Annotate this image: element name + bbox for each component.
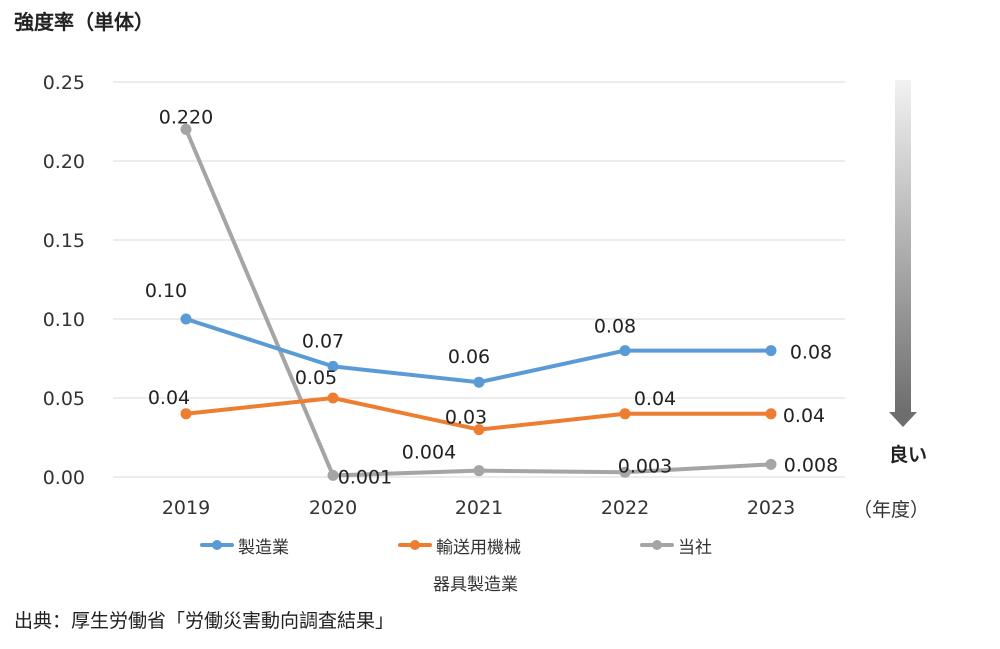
data-labels: 0.10 0.07 0.06 0.08 0.08 0.04 0.05 0.03 0.04 0.04… <box>145 106 838 488</box>
y-tick-label: 0.20 <box>43 151 85 173</box>
legend-swatch-company <box>640 534 674 556</box>
legend-item-manufacturing: 製造業 <box>200 534 289 558</box>
data-label: 0.10 <box>145 280 187 302</box>
data-label: 0.003 <box>618 455 672 477</box>
data-point <box>327 469 339 481</box>
data-point <box>327 392 339 404</box>
legend-item-company: 当社 <box>640 534 712 558</box>
legend-swatch-transport <box>398 534 432 556</box>
data-point <box>473 424 485 436</box>
legend-label-continuation: 器具製造業 <box>433 575 518 595</box>
x-tick-label: 2020 <box>309 497 357 519</box>
data-label: 0.03 <box>445 407 487 429</box>
y-tick-label: 0.10 <box>43 309 85 331</box>
legend-label-transport: 輸送用機械 <box>436 537 521 558</box>
better-label: 良い <box>889 444 928 466</box>
data-point <box>473 376 485 388</box>
y-tick-label: 0.15 <box>43 230 85 252</box>
data-label: 0.04 <box>148 387 190 409</box>
y-tick-label: 0.00 <box>43 467 85 489</box>
data-point <box>619 408 631 420</box>
x-axis-unit: （年度） <box>853 499 930 521</box>
data-point <box>765 458 777 470</box>
data-point <box>619 466 631 478</box>
data-label: 0.06 <box>448 346 490 368</box>
data-point <box>765 408 777 420</box>
x-axis-ticks: 2019 2020 2021 2022 2023 <box>162 497 795 519</box>
data-point <box>619 345 631 357</box>
x-tick-label: 2019 <box>162 497 210 519</box>
y-tick-label: 0.25 <box>43 72 85 94</box>
y-axis-ticks: 0.00 0.05 0.10 0.15 0.20 0.25 <box>43 72 85 489</box>
data-point <box>765 345 777 357</box>
data-label: 0.04 <box>634 388 676 410</box>
data-point <box>180 123 192 135</box>
chart-title: 強度率（単体） <box>14 10 154 34</box>
legend-swatch-manufacturing <box>200 534 234 556</box>
data-label: 0.08 <box>594 316 636 338</box>
legend-item-transport: 輸送用機械 <box>398 534 521 558</box>
data-label: 0.004 <box>402 442 456 464</box>
series-lines <box>180 123 777 481</box>
data-point <box>180 408 192 420</box>
data-label: 0.008 <box>784 454 838 476</box>
x-tick-label: 2021 <box>455 497 503 519</box>
legend-label-manufacturing: 製造業 <box>238 537 289 558</box>
data-point <box>473 465 485 477</box>
x-tick-label: 2023 <box>747 497 795 519</box>
y-tick-label: 0.05 <box>43 388 85 410</box>
data-label: 0.05 <box>295 367 337 389</box>
data-label: 0.08 <box>790 342 832 364</box>
source-note: 出典：厚生労働省「労働災害動向調査結果」 <box>14 610 395 632</box>
data-label: 0.220 <box>159 106 213 128</box>
data-label: 0.04 <box>783 405 825 427</box>
better-direction-arrow <box>889 80 917 427</box>
data-point <box>180 313 192 325</box>
data-point <box>327 360 339 372</box>
x-tick-label: 2022 <box>601 497 649 519</box>
legend-label-company: 当社 <box>678 537 712 558</box>
data-label: 0.001 <box>338 466 392 488</box>
data-label: 0.07 <box>302 330 344 352</box>
